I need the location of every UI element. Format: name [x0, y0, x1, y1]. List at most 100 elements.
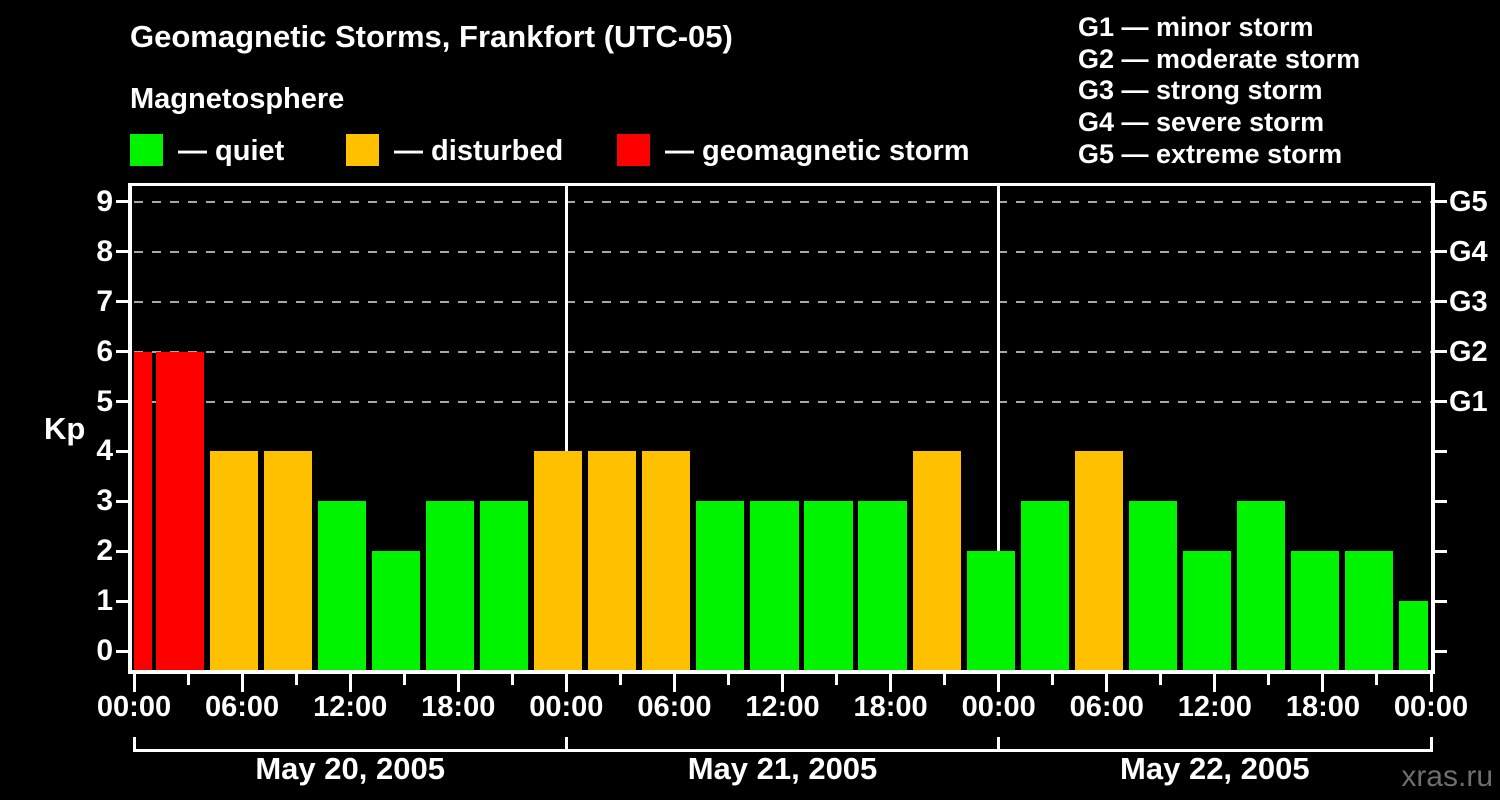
y-tick-right: [1435, 649, 1447, 653]
y-tick-label: 9: [96, 184, 113, 218]
kp-bar: [858, 501, 907, 670]
x-tick-label: 06:00: [637, 691, 712, 723]
day-label: May 22, 2005: [1120, 751, 1310, 786]
x-tick-minor: [618, 674, 622, 685]
kp-axis-label: Kp: [44, 411, 86, 446]
gridline-kp7: [134, 300, 1431, 303]
y-tick-label: 8: [96, 234, 113, 268]
g-scale-label-g3: G3: [1449, 285, 1488, 318]
kp-bar: [426, 501, 475, 670]
x-tick-minor: [510, 674, 514, 685]
day-bracket-cap: [132, 737, 136, 752]
y-tick-right: [1435, 250, 1447, 254]
x-tick-major: [348, 674, 352, 692]
kp-bar: [912, 451, 961, 670]
x-tick-major: [1105, 674, 1109, 692]
kp-bar: [642, 451, 691, 670]
y-tick-label: 5: [96, 384, 113, 418]
g-scale-label-g2: G2: [1449, 335, 1488, 368]
x-tick-major: [132, 674, 136, 692]
kp-bar: [372, 551, 421, 670]
x-tick-label: 18:00: [1285, 691, 1360, 723]
kp-bar: [1182, 551, 1231, 670]
x-tick-major: [240, 674, 244, 692]
y-tick-left: [116, 250, 128, 254]
x-tick-major: [997, 674, 1001, 692]
gridline-kp5: [134, 400, 1431, 403]
x-tick-label: 00:00: [96, 691, 172, 723]
y-tick-right: [1435, 599, 1447, 603]
kp-bar: [480, 501, 529, 670]
kp-bar: [804, 501, 853, 670]
y-tick-label: 4: [96, 434, 113, 468]
x-tick-major: [781, 674, 784, 692]
kp-bar: [209, 451, 259, 670]
y-tick-label: 1: [96, 584, 113, 618]
watermark: xras.ru: [1401, 760, 1493, 793]
kp-bar: [1290, 551, 1340, 670]
kp-bar: [1344, 551, 1394, 670]
kp-bar: [588, 451, 637, 670]
kp-bar: [1074, 451, 1123, 670]
y-tick-right: [1435, 350, 1447, 354]
x-tick-label: 00:00: [529, 691, 604, 723]
chart-title: Geomagnetic Storms, Frankfort (UTC-05): [130, 19, 733, 54]
x-tick-major: [1321, 674, 1325, 692]
day-boundary-line: [997, 186, 1001, 670]
storm-scale-line-g4: G4 — severe storm: [1078, 107, 1325, 138]
storm-scale-line-g2: G2 — moderate storm: [1078, 43, 1361, 74]
x-tick-label: 18:00: [853, 691, 928, 723]
x-tick-major: [1429, 674, 1433, 692]
y-tick-left: [116, 499, 128, 503]
y-tick-left: [116, 400, 128, 403]
kp-bar: [263, 451, 313, 670]
kp-bar: [317, 501, 367, 670]
x-tick-minor: [186, 674, 190, 685]
x-tick-minor: [1267, 674, 1271, 685]
legend-label-quiet: — quiet: [178, 135, 285, 167]
y-tick-left: [116, 449, 128, 453]
kp-bar: [966, 551, 1015, 670]
legend-swatch-quiet: [130, 134, 163, 166]
x-tick-minor: [1159, 674, 1163, 685]
day-bracket-cap: [564, 737, 568, 752]
y-tick-right: [1435, 499, 1447, 503]
legend-label-storm: — geomagnetic storm: [665, 135, 970, 167]
day-bracket-cap: [997, 737, 1001, 752]
day-boundary-line: [564, 186, 568, 670]
y-tick-label: 2: [96, 534, 113, 568]
kp-bar: [534, 451, 583, 670]
y-tick-right: [1435, 400, 1447, 403]
y-tick-label: 6: [96, 334, 113, 368]
kp-bar: [750, 501, 799, 670]
y-tick-left: [116, 200, 128, 204]
kp-bar: [155, 351, 204, 670]
g-scale-label-g1: G1: [1449, 385, 1488, 418]
kp-bar: [1128, 501, 1177, 670]
g-scale-label-g4: G4: [1449, 235, 1488, 268]
y-tick-left: [116, 599, 128, 603]
chart-subtitle: Magnetosphere: [130, 83, 345, 115]
x-tick-major: [1213, 674, 1217, 692]
y-tick-left: [116, 649, 128, 653]
legend-swatch-storm: [617, 134, 650, 166]
gridline-kp8: [134, 250, 1431, 253]
x-tick-minor: [726, 674, 730, 685]
y-tick-right: [1435, 449, 1447, 453]
x-tick-label: 18:00: [421, 691, 496, 723]
g-scale-label-g5: G5: [1449, 185, 1488, 218]
kp-bar: [134, 351, 152, 670]
day-label: May 21, 2005: [687, 751, 878, 786]
x-tick-label: 06:00: [204, 691, 280, 723]
storm-scale-line-g5: G5 — extreme storm: [1078, 138, 1343, 169]
x-tick-major: [564, 674, 568, 692]
day-bracket-cap: [1429, 737, 1433, 752]
storm-scale-legend: G1 — minor storm G2 — moderate storm G3 …: [1078, 12, 1360, 171]
x-tick-label: 12:00: [313, 691, 388, 723]
y-tick-label: 3: [96, 484, 113, 518]
y-tick-right: [1435, 549, 1447, 553]
gridline-kp9: [134, 200, 1431, 203]
y-tick-label: 0: [96, 634, 113, 667]
